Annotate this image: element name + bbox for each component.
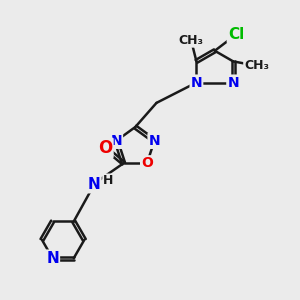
Text: N: N — [148, 134, 160, 148]
Text: N: N — [227, 76, 239, 90]
Text: Cl: Cl — [228, 27, 244, 42]
Text: CH₃: CH₃ — [178, 34, 204, 47]
Text: N: N — [110, 134, 122, 148]
Text: O: O — [141, 156, 153, 170]
Text: N: N — [46, 251, 59, 266]
Text: N: N — [190, 76, 202, 90]
Text: O: O — [98, 139, 112, 157]
Text: CH₃: CH₃ — [244, 59, 269, 72]
Text: N: N — [88, 177, 100, 192]
Text: H: H — [103, 174, 113, 187]
